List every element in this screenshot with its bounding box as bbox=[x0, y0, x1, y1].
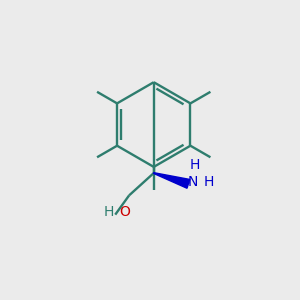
Text: H: H bbox=[204, 175, 214, 189]
Text: N: N bbox=[188, 175, 198, 189]
Text: O: O bbox=[119, 205, 130, 219]
Text: H: H bbox=[189, 158, 200, 172]
Text: H: H bbox=[103, 205, 114, 219]
Polygon shape bbox=[154, 173, 190, 188]
